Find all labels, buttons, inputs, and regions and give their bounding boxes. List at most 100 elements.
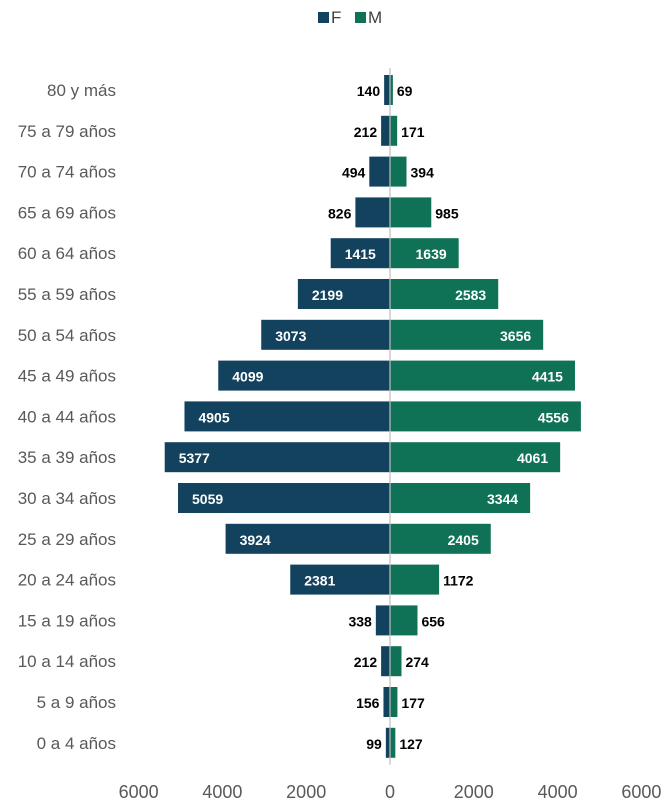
- bar-m: [390, 727, 396, 758]
- bar-f: [218, 360, 390, 391]
- value-label-f: 5059: [192, 491, 223, 507]
- x-tick-label: 6000: [621, 782, 661, 802]
- bar-f: [355, 197, 390, 228]
- bar-m: [390, 401, 581, 432]
- bar-f: [225, 523, 390, 554]
- value-label-m: 2583: [455, 287, 486, 303]
- category-label: 50 a 54 años: [18, 326, 116, 345]
- bar-f: [290, 564, 390, 595]
- category-label: 5 a 9 años: [37, 693, 116, 712]
- bar-m: [390, 646, 402, 677]
- category-label: 30 a 34 años: [18, 489, 116, 508]
- value-label-m: 985: [435, 205, 459, 221]
- bar-m: [390, 442, 561, 473]
- value-label-f: 338: [348, 613, 372, 629]
- bar-f: [261, 319, 390, 350]
- category-label: 0 a 4 años: [37, 734, 116, 753]
- value-label-f: 99: [366, 736, 382, 752]
- bar-f: [164, 442, 390, 473]
- bar-f: [330, 238, 390, 269]
- x-tick-label: 2000: [286, 782, 326, 802]
- value-label-f: 140: [357, 83, 381, 99]
- bar-f: [385, 727, 390, 758]
- category-label: 35 a 39 años: [18, 448, 116, 467]
- value-label-f: 212: [354, 124, 378, 140]
- bar-m: [390, 564, 440, 595]
- x-tick-label: 4000: [538, 782, 578, 802]
- bar-f: [178, 483, 390, 513]
- bar-m: [390, 319, 544, 350]
- bars: [164, 75, 581, 758]
- category-label: 45 a 49 años: [18, 367, 116, 386]
- category-label: 75 a 79 años: [18, 122, 116, 141]
- value-label-m: 656: [421, 613, 445, 629]
- bar-f: [369, 156, 390, 187]
- bar-m: [390, 483, 531, 513]
- bar-m: [390, 279, 499, 309]
- category-label: 15 a 19 años: [18, 611, 116, 630]
- value-label-m: 127: [399, 736, 423, 752]
- value-label-m: 3344: [487, 491, 518, 507]
- category-label: 40 a 44 años: [18, 407, 116, 426]
- value-label-f: 826: [328, 205, 352, 221]
- category-label: 60 a 64 años: [18, 244, 116, 263]
- value-label-m: 2405: [448, 532, 479, 548]
- legend-swatch-m: [355, 12, 366, 23]
- bar-f: [184, 401, 390, 432]
- category-label: 55 a 59 años: [18, 285, 116, 304]
- value-label-f: 3924: [240, 532, 271, 548]
- value-label-m: 4415: [532, 369, 563, 385]
- category-label: 65 a 69 años: [18, 203, 116, 222]
- value-label-m: 1639: [416, 246, 447, 262]
- bar-f: [381, 115, 390, 146]
- bar-m: [390, 156, 407, 187]
- value-label-f: 4099: [232, 369, 263, 385]
- category-label: 20 a 24 años: [18, 571, 116, 590]
- bar-m: [390, 360, 575, 391]
- bar-f: [383, 687, 390, 717]
- value-label-m: 3656: [500, 328, 531, 344]
- value-label-f: 4905: [198, 409, 229, 425]
- x-tick-label: 6000: [119, 782, 159, 802]
- value-label-f: 212: [354, 654, 378, 670]
- bar-m: [390, 75, 393, 105]
- bar-m: [390, 197, 432, 228]
- value-label-m: 171: [401, 124, 425, 140]
- category-label: 25 a 29 años: [18, 530, 116, 549]
- value-label-m: 1172: [443, 573, 474, 589]
- x-tick-label: 0: [385, 782, 395, 802]
- value-label-f: 2381: [304, 573, 335, 589]
- bar-m: [390, 523, 491, 554]
- category-label: 70 a 74 años: [18, 163, 116, 182]
- value-label-f: 494: [342, 165, 366, 181]
- legend-label-f: F: [331, 8, 341, 27]
- bar-f: [381, 646, 390, 677]
- value-label-f: 5377: [179, 450, 210, 466]
- bar-f: [375, 605, 390, 636]
- category-label: 10 a 14 años: [18, 652, 116, 671]
- bar-m: [390, 238, 459, 269]
- legend-swatch-f: [318, 12, 329, 23]
- legend-label-m: M: [368, 8, 382, 27]
- x-tick-label: 4000: [202, 782, 242, 802]
- value-label-m: 394: [411, 165, 435, 181]
- x-tick-label: 2000: [454, 782, 494, 802]
- value-label-m: 177: [401, 695, 425, 711]
- value-label-m: 4061: [517, 450, 548, 466]
- value-label-f: 3073: [275, 328, 306, 344]
- value-label-m: 4556: [538, 409, 569, 425]
- labels: 80 y más 140 69 75 a 79 años 212 171 70 a 74 a…: [18, 81, 569, 753]
- bar-f: [384, 75, 390, 105]
- bar-m: [390, 605, 418, 636]
- bar-f: [297, 279, 390, 309]
- axis: 6000 4000 2000 0 2000 4000 6000: [119, 68, 661, 802]
- value-label-f: 156: [356, 695, 380, 711]
- category-label: 80 y más: [47, 81, 116, 100]
- value-label-f: 2199: [312, 287, 343, 303]
- bar-m: [390, 687, 398, 717]
- value-label-m: 274: [405, 654, 429, 670]
- bar-m: [390, 115, 398, 146]
- value-label-f: 1415: [345, 246, 376, 262]
